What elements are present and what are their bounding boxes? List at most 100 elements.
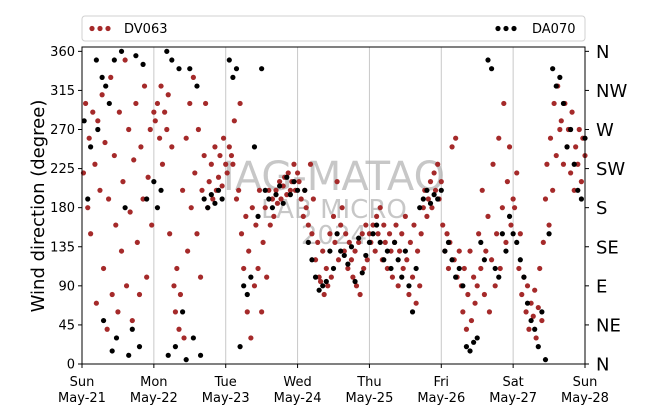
point-DV063 [171,283,177,289]
point-DA070 [176,66,182,72]
point-DV063 [414,248,421,254]
point-DA070 [578,196,585,202]
point-DV063 [131,157,137,163]
point-DV063 [519,291,525,298]
point-DV063 [474,283,480,289]
point-DV063 [353,283,360,289]
point-DV063 [438,179,444,185]
point-DV063 [557,126,563,133]
watermark-line: LAB MICRO [261,195,407,225]
point-DV063 [113,222,119,228]
point-DA070 [381,257,387,263]
point-DV063 [162,109,168,115]
point-DV063 [266,187,272,193]
point-DV063 [399,231,405,237]
point-DV063 [406,291,412,298]
point-DV063 [133,100,139,107]
point-DV063 [467,248,473,254]
point-DV063 [352,248,358,254]
point-DA070 [312,274,319,280]
point-DV063 [363,222,369,228]
point-DV063 [255,265,261,272]
legend-label-DV063: DV063 [124,22,168,37]
compass-label: NE [596,315,621,336]
point-DV063 [183,135,189,141]
point-DV063 [514,170,520,176]
y-tick-label: 225 [50,162,75,177]
point-DV063 [88,231,94,237]
point-DV063 [427,179,434,185]
point-DA070 [510,231,516,237]
point-DA070 [420,196,426,202]
point-DV063 [546,222,552,228]
point-DV063 [350,274,356,280]
point-DV063 [152,118,158,124]
point-DV063 [316,274,322,280]
point-DA070 [277,183,283,189]
point-DV063 [315,239,321,246]
point-DV063 [506,144,513,150]
point-DA070 [164,48,170,54]
point-DV063 [273,187,279,193]
point-DV063 [271,213,277,219]
point-DV063 [129,317,135,324]
point-DV063 [305,222,311,228]
point-DV063 [97,187,103,193]
point-DV063 [147,126,153,133]
point-DV063 [532,287,538,293]
point-DV063 [136,291,143,298]
point-DV063 [389,274,396,280]
point-DV063 [219,183,225,189]
point-DA070 [85,196,91,202]
point-DV063 [486,309,493,315]
point-DA070 [284,174,290,180]
point-DA070 [165,352,171,358]
point-DV063 [335,257,342,263]
point-DV063 [386,231,393,237]
point-DV063 [348,257,355,263]
plot-frame [81,46,586,365]
y-tick-label: 45 [58,318,75,333]
point-DV063 [345,265,351,272]
point-DA070 [100,317,107,324]
point-DA070 [485,57,491,63]
point-DV063 [262,205,268,211]
legend-marker-DA070 [511,25,517,32]
point-DA070 [190,335,196,341]
point-DV063 [496,135,502,141]
point-DV063 [241,265,247,272]
point-DA070 [151,179,157,185]
point-DA070 [309,257,315,263]
point-DV063 [243,213,249,219]
point-DA070 [316,287,322,293]
point-DV063 [539,317,545,324]
point-DV063 [212,144,218,150]
point-DA070 [330,265,337,272]
point-DA070 [338,248,344,254]
point-DV063 [231,118,237,124]
compass-label: S [596,198,607,219]
compass-axis: N NE E SE S SW W NW N [585,42,627,376]
point-DV063 [576,126,582,133]
point-DA070 [438,187,444,193]
point-DA070 [305,239,311,246]
point-DV063 [287,187,293,193]
point-DV063 [115,309,121,315]
point-DA070 [568,126,574,133]
legend-marker-DV063 [97,25,103,32]
point-DV063 [542,196,549,202]
point-DA070 [169,57,175,63]
point-DA070 [356,235,362,241]
point-DV063 [341,248,347,254]
x-tick-date: May-25 [345,391,393,406]
point-DA070 [553,83,559,89]
point-DV063 [492,283,498,289]
point-DV063 [381,222,387,228]
point-DV063 [372,248,378,254]
point-DA070 [417,205,423,211]
point-DV063 [90,109,96,115]
point-DA070 [201,196,207,202]
point-DA070 [492,265,498,272]
point-DV063 [122,57,128,63]
point-DV063 [100,265,107,272]
